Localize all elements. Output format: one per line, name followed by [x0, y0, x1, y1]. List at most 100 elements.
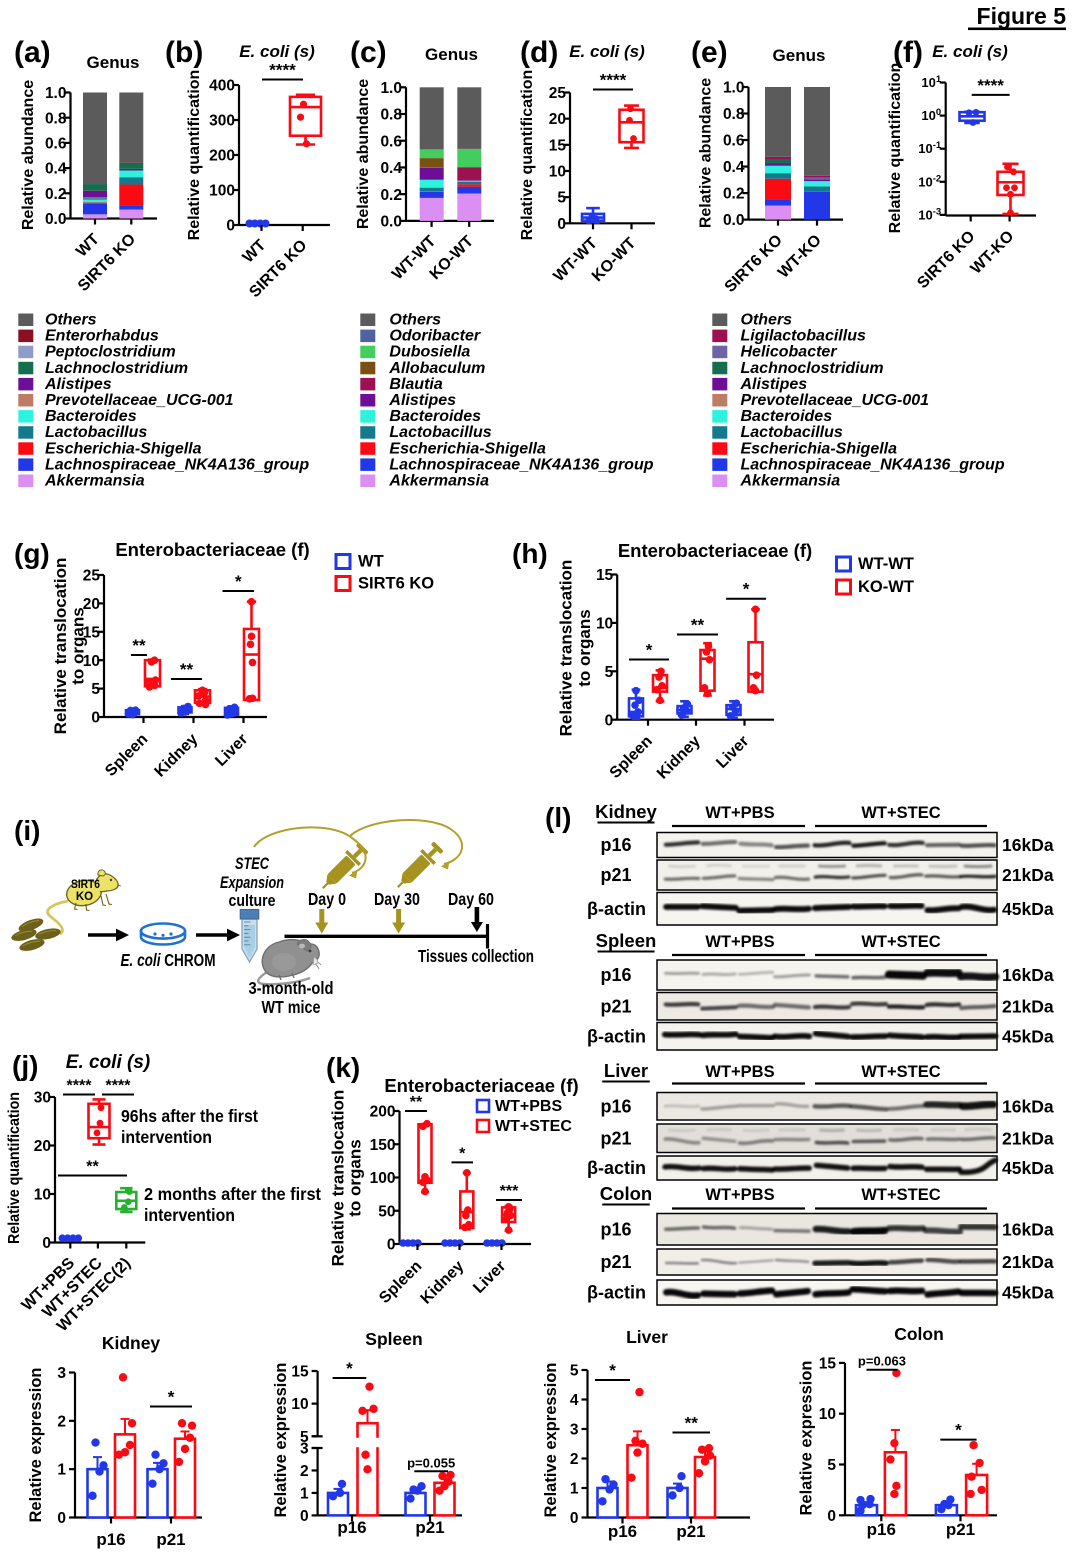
svg-text:5: 5 [570, 1363, 579, 1380]
svg-text:Allobaculum: Allobaculum [388, 360, 485, 377]
svg-text:0.2: 0.2 [723, 186, 745, 203]
svg-text:****: **** [67, 1078, 93, 1095]
svg-text:Genus: Genus [773, 46, 826, 65]
svg-text:100: 100 [370, 1170, 396, 1187]
svg-text:0.8: 0.8 [45, 110, 67, 127]
svg-text:1: 1 [570, 1481, 579, 1498]
svg-text:Akkermansia: Akkermansia [44, 473, 145, 490]
svg-text:Others: Others [741, 312, 793, 329]
svg-text:Relative expression: Relative expression [27, 1368, 45, 1523]
svg-text:Enterobacteriaceae (f): Enterobacteriaceae (f) [115, 539, 309, 560]
svg-text:Spleen: Spleen [365, 1329, 422, 1349]
svg-text:Prevotellaceae_UCG-001: Prevotellaceae_UCG-001 [741, 392, 930, 409]
svg-text:Lactobacillus: Lactobacillus [741, 424, 843, 441]
svg-text:10: 10 [819, 1406, 836, 1423]
svg-text:5: 5 [827, 1457, 836, 1474]
svg-text:β-actin: β-actin [587, 1158, 646, 1178]
svg-text:Lachnoclostridium: Lachnoclostridium [45, 360, 188, 377]
svg-text:to organs: to organs [69, 607, 88, 684]
svg-text:Kidney: Kidney [595, 801, 657, 822]
svg-text:0.6: 0.6 [45, 135, 67, 152]
svg-text:0: 0 [57, 1510, 66, 1527]
svg-text:intervention: intervention [144, 1205, 235, 1225]
svg-text:96hs after the first: 96hs after the first [121, 1106, 258, 1126]
svg-text:21kDa: 21kDa [1002, 1252, 1054, 1272]
svg-text:E. coli (s): E. coli (s) [932, 42, 1008, 61]
svg-text:Akkermansia: Akkermansia [740, 473, 841, 490]
svg-text:Alistipes: Alistipes [388, 392, 456, 409]
svg-text:10: 10 [83, 653, 100, 670]
svg-text:Helicobacter: Helicobacter [741, 344, 838, 361]
svg-text:****: **** [106, 1078, 132, 1095]
svg-text:0.4: 0.4 [723, 159, 745, 176]
svg-text:Day 30: Day 30 [374, 889, 420, 909]
svg-text:Relative expression: Relative expression [798, 1361, 816, 1516]
svg-text:Relative translocation: Relative translocation [557, 560, 576, 737]
svg-text:WT+STEC: WT+STEC [861, 804, 940, 822]
svg-text:Relative expression: Relative expression [542, 1363, 560, 1518]
svg-text:p16: p16 [867, 1520, 896, 1539]
svg-text:β-actin: β-actin [587, 1026, 646, 1046]
svg-text:**: ** [180, 660, 194, 679]
svg-text:Kidney: Kidney [102, 1333, 161, 1353]
svg-text:(e): (e) [691, 36, 728, 69]
svg-text:0: 0 [300, 1508, 309, 1525]
svg-text:Odoribacter: Odoribacter [389, 328, 480, 345]
svg-text:4: 4 [570, 1392, 579, 1409]
svg-text:Lachnospiraceae_NK4A136_group: Lachnospiraceae_NK4A136_group [389, 456, 653, 473]
svg-text:Lachnospiraceae_NK4A136_group: Lachnospiraceae_NK4A136_group [741, 456, 1005, 473]
svg-text:Lachnospiraceae_NK4A136_group: Lachnospiraceae_NK4A136_group [45, 456, 309, 473]
svg-text:SIRT6 KO: SIRT6 KO [358, 575, 434, 593]
svg-text:***: *** [500, 1183, 519, 1200]
svg-text:0: 0 [91, 710, 100, 727]
svg-text:Relative quantification: Relative quantification [887, 63, 904, 234]
svg-text:15: 15 [596, 567, 614, 584]
svg-text:Genus: Genus [425, 45, 478, 64]
svg-text:0.0: 0.0 [45, 211, 67, 228]
svg-text:45kDa: 45kDa [1002, 1158, 1054, 1178]
svg-text:21kDa: 21kDa [1002, 996, 1054, 1016]
svg-text:p21: p21 [600, 865, 631, 885]
svg-text:21kDa: 21kDa [1002, 865, 1054, 885]
svg-text:Bacteroides: Bacteroides [741, 408, 833, 425]
svg-text:(k): (k) [326, 1052, 360, 1083]
svg-text:Alistipes: Alistipes [740, 376, 808, 393]
svg-text:10: 10 [291, 1396, 308, 1413]
svg-text:16kDa: 16kDa [1002, 965, 1054, 985]
svg-text:Relative expression: Relative expression [272, 1363, 290, 1518]
svg-text:Blautia: Blautia [389, 376, 442, 393]
svg-text:p16: p16 [96, 1530, 125, 1549]
svg-text:p21: p21 [600, 996, 631, 1016]
svg-text:Spleen: Spleen [596, 930, 657, 951]
svg-text:**: ** [132, 636, 146, 655]
svg-text:0.6: 0.6 [380, 133, 402, 150]
svg-text:3: 3 [300, 1440, 309, 1457]
svg-text:0.0: 0.0 [380, 213, 402, 230]
svg-text:10: 10 [596, 615, 613, 632]
svg-text:WT+STEC: WT+STEC [495, 1118, 572, 1135]
svg-text:WT+PBS: WT+PBS [705, 933, 774, 951]
svg-text:culture: culture [229, 891, 276, 910]
svg-text:16kDa: 16kDa [1002, 1096, 1054, 1116]
svg-text:WT mice: WT mice [262, 997, 321, 1017]
svg-text:Enterobacteriaceae (f): Enterobacteriaceae (f) [384, 1075, 578, 1096]
svg-text:p16: p16 [337, 1518, 366, 1537]
svg-text:Escherichia-Shigella: Escherichia-Shigella [45, 440, 202, 457]
svg-text:p16: p16 [600, 1096, 631, 1116]
svg-text:intervention: intervention [121, 1127, 212, 1147]
svg-text:3-month-old: 3-month-old [249, 978, 334, 998]
svg-text:*: * [346, 1359, 353, 1378]
svg-text:E. coli (s): E. coli (s) [239, 42, 315, 61]
svg-text:E. coli (s): E. coli (s) [569, 42, 645, 61]
svg-text:5: 5 [300, 1429, 309, 1446]
svg-text:WT+PBS: WT+PBS [705, 804, 774, 822]
svg-text:0.6: 0.6 [723, 133, 745, 150]
svg-text:Tissues collection: Tissues collection [418, 946, 534, 966]
svg-text:(d): (d) [520, 36, 558, 69]
svg-text:100: 100 [209, 183, 235, 200]
svg-text:(l): (l) [545, 802, 571, 833]
svg-text:15: 15 [83, 624, 101, 641]
svg-text:Others: Others [389, 312, 441, 329]
svg-text:1: 1 [57, 1462, 66, 1479]
svg-text:Bacteroides: Bacteroides [45, 408, 137, 425]
